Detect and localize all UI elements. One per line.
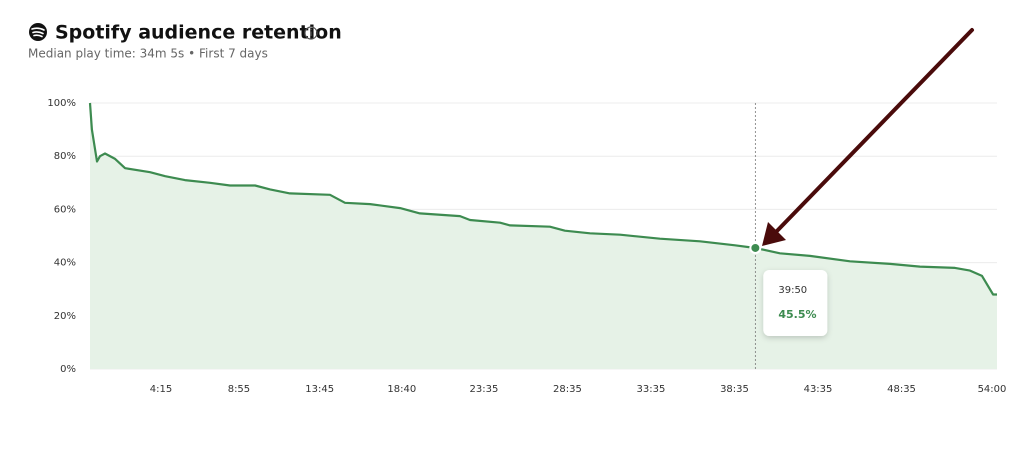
x-tick-label: 23:35 [470,384,499,395]
retention-line [88,102,997,296]
chart-subtitle: Median play time: 34m 5s • First 7 days [28,47,268,61]
x-tick-label: 38:35 [720,384,749,395]
y-tick-label: 100% [47,98,76,109]
x-tick-label: 33:35 [637,384,666,395]
x-tick-label: 18:40 [387,384,416,395]
x-tick-label: 48:35 [887,384,916,395]
y-tick-label: 20% [54,311,76,322]
tooltip-value: 45.5% [778,308,816,321]
tooltip-box [763,270,828,336]
tooltip-time: 39:50 [778,285,807,296]
chart-title: Spotify audience retention [55,22,342,44]
x-tick-label: 28:35 [553,384,582,395]
y-tick-label: 60% [54,204,76,215]
x-tick-label: 43:35 [804,384,833,395]
info-icon[interactable] [304,26,318,40]
y-tick-label: 80% [54,151,76,162]
spotify-icon [29,23,47,41]
x-tick-label: 4:15 [150,384,172,395]
x-tick-label: 13:45 [305,384,334,395]
x-tick-label: 8:55 [228,384,250,395]
y-tick-label: 0% [60,364,76,375]
x-tick-label: 54:00 [978,384,1007,395]
hover-point [749,241,762,254]
annotation-arrow [762,28,974,246]
y-tick-label: 40% [54,258,76,269]
